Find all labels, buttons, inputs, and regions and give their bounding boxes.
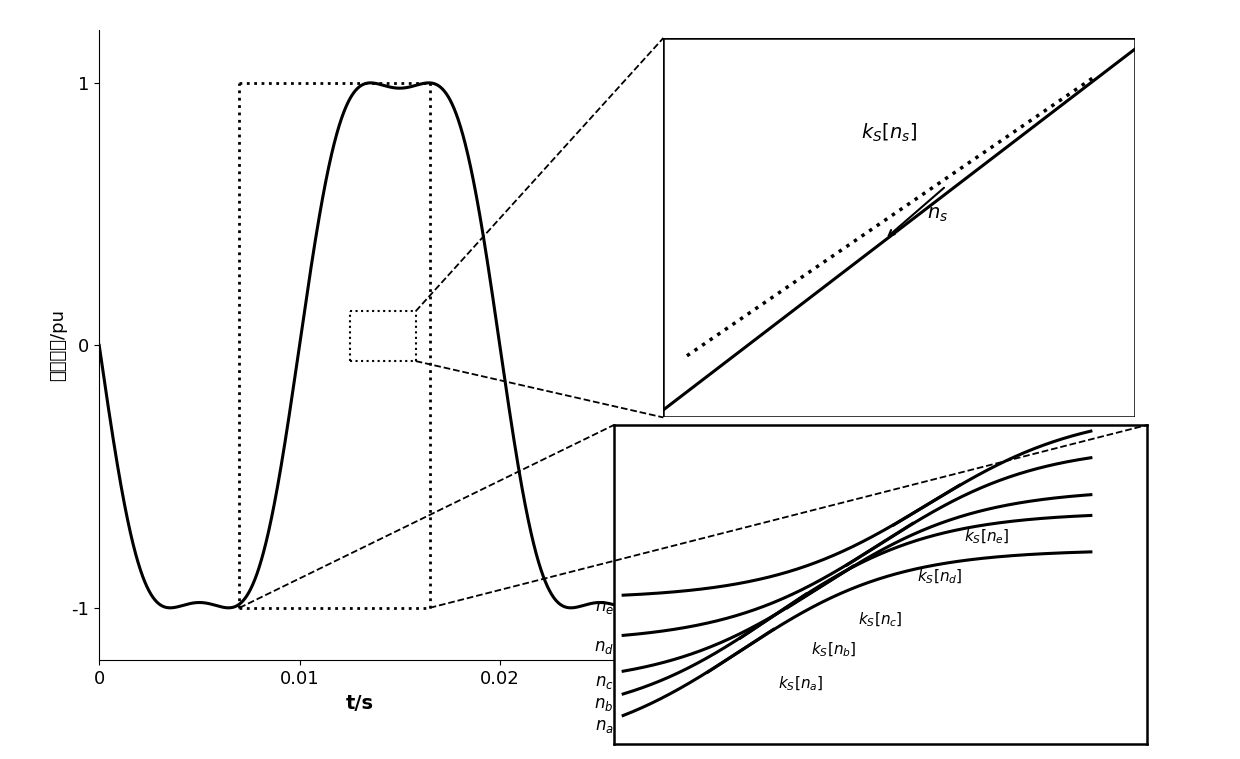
Text: $n_a$: $n_a$ [595,716,614,735]
Text: $k_S[n_c]$: $k_S[n_c]$ [858,610,903,629]
Text: $k_S[n_d]$: $k_S[n_d]$ [918,568,962,586]
Text: $n_s$: $n_s$ [928,205,949,224]
Text: $k_S[n_e]$: $k_S[n_e]$ [963,528,1009,546]
Text: $k_S[n_a]$: $k_S[n_a]$ [777,675,823,694]
Text: $n_d$: $n_d$ [594,638,614,656]
Text: $k_S[n_s]$: $k_S[n_s]$ [862,122,918,144]
Text: $n_e$: $n_e$ [595,598,614,616]
Text: $n_b$: $n_b$ [594,695,614,713]
Text: $n_c$: $n_c$ [595,673,614,691]
Text: $L=\dfrac{N_T}{8}$: $L=\dfrac{N_T}{8}$ [869,528,929,570]
Text: 斜率计算区间: 斜率计算区间 [869,492,929,510]
X-axis label: t/s: t/s [346,694,373,713]
Y-axis label: 电流幅值/pu: 电流幅值/pu [50,310,67,381]
Text: $k_S[n_b]$: $k_S[n_b]$ [811,641,857,659]
